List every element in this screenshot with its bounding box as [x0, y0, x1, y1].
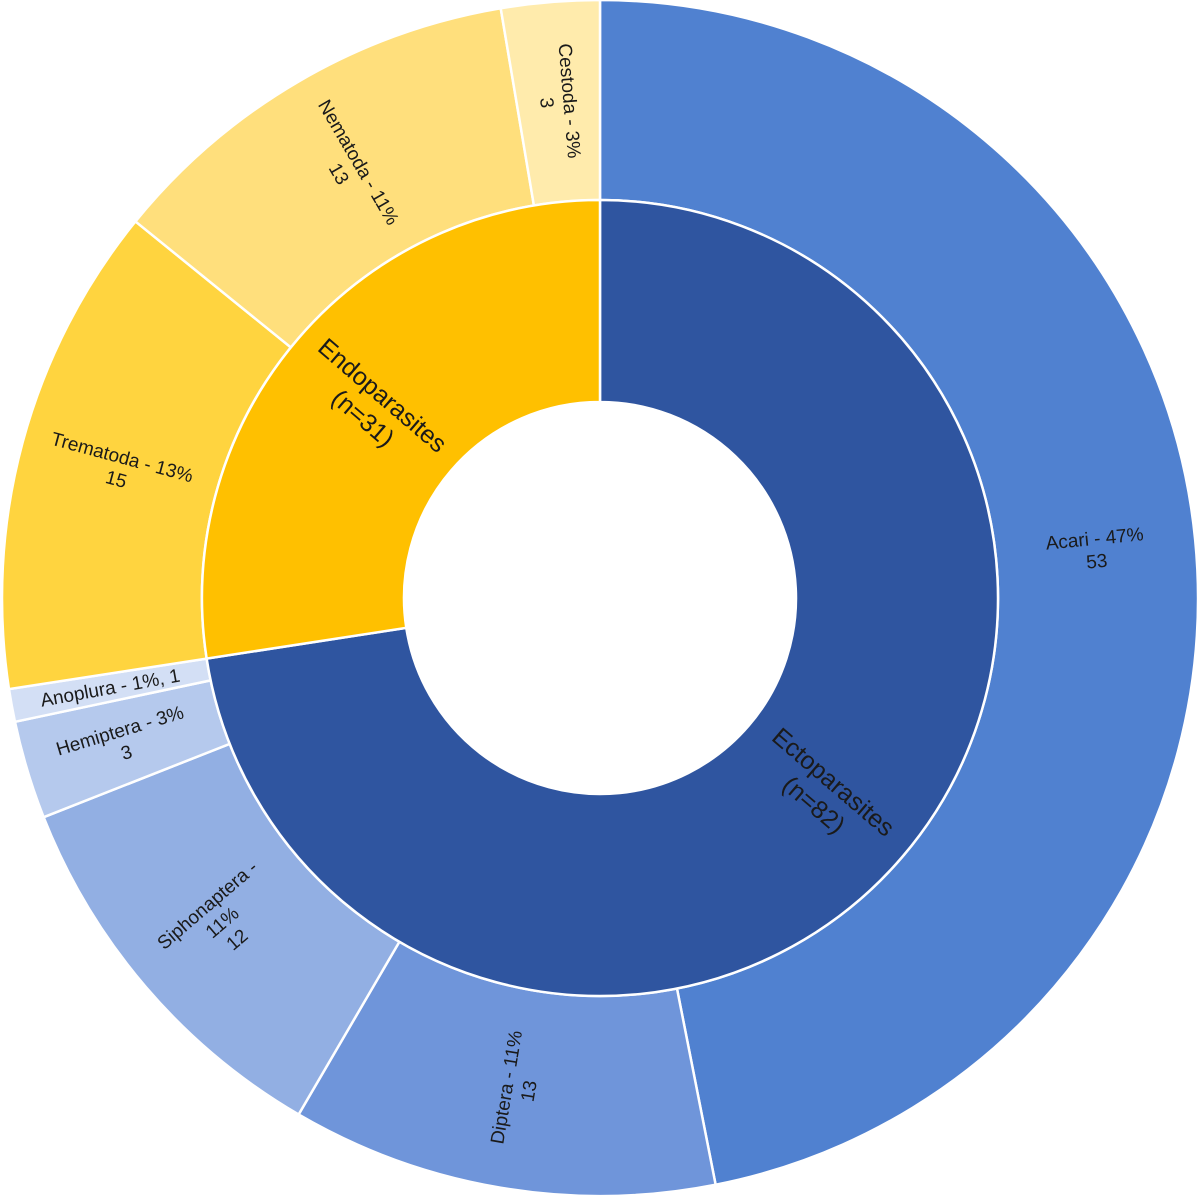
inner-ring [200, 198, 1000, 998]
inner-segment-ectoparasites [205, 198, 1000, 998]
inner-segment-endoparasites [200, 198, 602, 661]
